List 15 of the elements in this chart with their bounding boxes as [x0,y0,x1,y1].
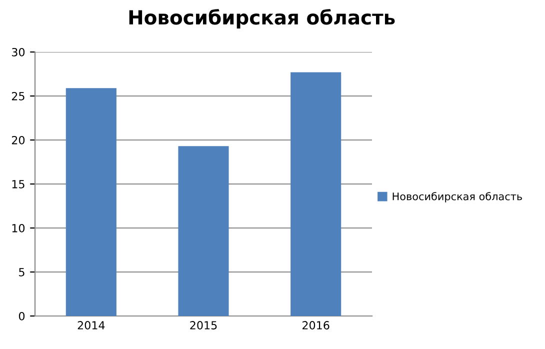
x-tick-label: 2015 [190,321,217,330]
y-tick-label: 20 [12,136,25,144]
chart-title: Новосибирская область [129,9,395,28]
y-tick-label: 0 [18,312,25,320]
y-tick-label: 15 [12,180,24,188]
legend-label: Новосибирская область [392,192,522,202]
y-tick-label: 25 [12,92,24,100]
x-tick-label: 2016 [302,321,330,330]
bar [290,72,342,316]
y-tick-label: 30 [12,48,25,56]
y-tick-label: 5 [19,268,24,276]
bar [178,146,229,316]
x-tick-label: 2014 [78,321,105,330]
y-tick-label: 10 [12,224,25,232]
bar [66,88,116,316]
